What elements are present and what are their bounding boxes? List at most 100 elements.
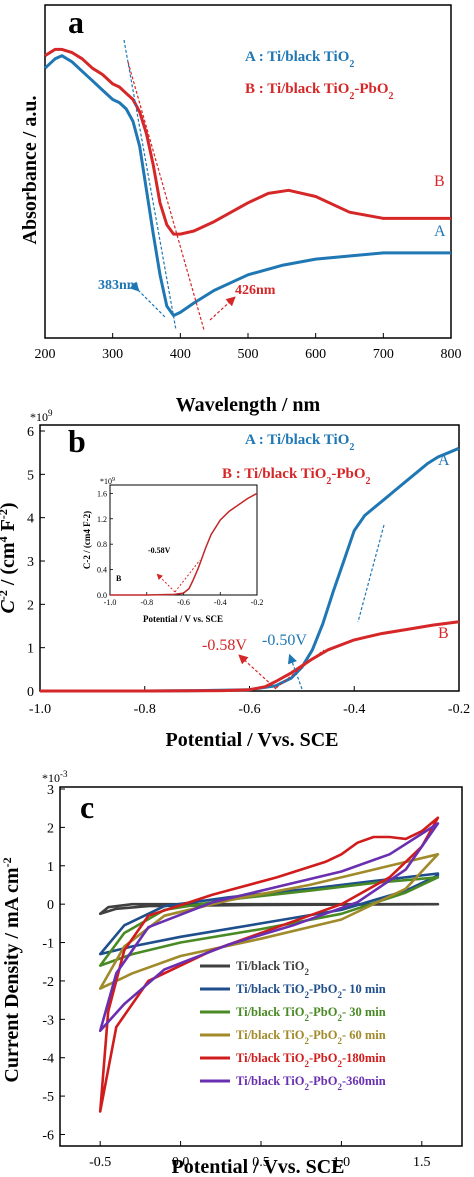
- y-tick-label: 0: [27, 685, 34, 700]
- x-tick-label: 300: [102, 347, 123, 362]
- legend-label: Ti/black TiO2-PbO2- 10 min: [236, 982, 386, 1000]
- y-tick-label: 6: [27, 425, 34, 440]
- inset-x-tick-label: -0.2: [251, 598, 264, 607]
- y-tick-label: -2: [42, 975, 54, 990]
- x-tick-label: 0.0: [172, 1155, 190, 1170]
- inset-x-axis-label: Potential / V vs. SCE: [143, 614, 223, 624]
- inset-y-tick-label: 0.8: [97, 540, 107, 549]
- y-tick-label: -4: [42, 1052, 54, 1067]
- y-tick-label: 0: [47, 898, 54, 913]
- series-line-A: [43, 54, 451, 317]
- cv-loop-3: [98, 853, 440, 990]
- inset-curve-label-B: B: [116, 574, 122, 583]
- x-axis-label-b: Potential / Vvs. SCE: [166, 729, 339, 751]
- x-tick-label: -0.5: [89, 1155, 111, 1170]
- x-tick-label: 800: [441, 347, 462, 362]
- x-tick-label: 400: [170, 347, 191, 362]
- inset-arrow-058v: [156, 573, 176, 593]
- annotation-383nm: 383nm: [98, 278, 139, 293]
- y-tick-label: 1: [47, 860, 54, 875]
- legend-label: Ti/black TiO2-PbO2- 30 min: [236, 1005, 386, 1023]
- arrow-426nm: [209, 296, 236, 321]
- exponent-label-c: *10-3: [42, 769, 68, 785]
- inset-y-tick-label: 0.0: [97, 591, 107, 600]
- panel-a: a 200 300 400 500 600 700 800 Wavelength / nm …: [19, 4, 462, 416]
- exponent-label-b: *109: [30, 408, 53, 424]
- inset-y-tick-label: 0.4: [97, 566, 107, 575]
- cv-loop-5: [98, 822, 440, 1033]
- annotation-050v: -0.50V: [262, 632, 307, 649]
- x-tick-label: 0.5: [252, 1155, 270, 1170]
- tangent-line-b-A: [357, 524, 385, 623]
- inset-tangent-line: [174, 559, 201, 593]
- x-tick-label: 700: [373, 347, 394, 362]
- series-line-B: [40, 620, 460, 693]
- arrow-058v: [238, 654, 277, 690]
- legend-item-a-A: A : Ti/black TiO2: [245, 49, 354, 70]
- curve-label-a-B: B: [434, 173, 445, 190]
- legend-item-a-B: B : Ti/black TiO2-PbO2: [245, 81, 394, 102]
- y-tick-label: 2: [47, 821, 54, 836]
- x-tick-label: 1.0: [333, 1155, 351, 1170]
- inset-series-line-B: [110, 492, 258, 596]
- series-group-a: [43, 47, 451, 317]
- y-ticks-b: 0 1 2 3 4 5 6: [27, 425, 45, 700]
- x-tick-label: -1.0: [29, 702, 51, 717]
- y-axis-label-a: Absorbance / a.u.: [19, 96, 41, 245]
- x-tick-label: 500: [238, 347, 259, 362]
- x-tick-label: 200: [35, 347, 56, 362]
- y-tick-label: 5: [27, 468, 34, 483]
- y-tick-label: 1: [27, 642, 34, 657]
- panel-c: *10-3 c 3 2 1 0 -1 -2 -3 -4 -5 -6 -0.5 0.0 0.5 1.0 1.…: [0, 769, 463, 1177]
- series-group-b: [40, 446, 460, 693]
- legend-label: Ti/black TiO2-PbO2-180min: [236, 1051, 386, 1069]
- inset-x-ticks: -1.0 -0.8 -0.6 -0.4 -0.2: [104, 592, 264, 607]
- inset-x-tick-label: -0.4: [214, 598, 227, 607]
- inset-plot: *109 0.0 0.4 0.8 1.2 1.6 -1.0 -0.8 -0.6 -0.4 -0.…: [82, 477, 263, 624]
- panel-label-c: c: [80, 789, 94, 825]
- legend-label: Ti/black TiO2-PbO2-360min: [236, 1074, 386, 1092]
- x-ticks-c: -0.5 0.0 0.5 1.0 1.5: [89, 1141, 431, 1170]
- inset-exponent-label: *109: [100, 477, 115, 486]
- legend-label: Ti/black TiO2-PbO2- 60 min: [236, 1028, 386, 1046]
- tangent-line-a-blue: [123, 39, 177, 331]
- inset-frame: [109, 484, 258, 596]
- series-line-B: [44, 47, 451, 236]
- panel-label-b: b: [68, 423, 86, 459]
- inset-x-tick-label: -1.0: [104, 598, 117, 607]
- y-tick-label: 3: [27, 555, 34, 570]
- y-axis-label-b: C-2 / (cm4 F-2): [0, 503, 19, 614]
- y-tick-label: -6: [42, 1128, 54, 1143]
- legend-item-b-B: B : Ti/black TiO2-PbO2: [222, 466, 371, 487]
- legend-c: Ti/black TiO2 Ti/black TiO2-PbO2- 10 min T…: [200, 959, 386, 1092]
- inset-series-group: [110, 492, 258, 596]
- x-tick-label: -0.2: [448, 702, 470, 717]
- y-tick-label: 3: [47, 783, 54, 798]
- arrow-050v: [287, 653, 303, 690]
- curve-label-b-B: B: [438, 625, 449, 642]
- tangent-line-a-red: [127, 61, 205, 331]
- cv-loop-0: [98, 902, 440, 916]
- inset-x-tick-label: -0.8: [140, 598, 153, 607]
- x-axis-label-a: Wavelength / nm: [176, 394, 321, 416]
- curve-label-a-A: A: [434, 223, 446, 240]
- tangent-line-b-B: [275, 649, 325, 689]
- y-tick-label: 4: [27, 512, 34, 527]
- y-tick-label: 2: [27, 598, 34, 613]
- y-axis-label-c: Current Density / mA cm-2: [0, 857, 23, 1082]
- x-ticks-b: -1.0 -0.8 -0.6 -0.4 -0.2: [29, 686, 470, 717]
- inset-y-axis-label: C-2 / (cm4 F-2): [82, 511, 92, 569]
- legend-item-b-A: A : Ti/black TiO2: [245, 432, 354, 453]
- annotation-426nm: 426nm: [235, 283, 276, 298]
- inset-x-tick-label: -0.6: [177, 598, 190, 607]
- x-tick-label: -0.6: [238, 702, 260, 717]
- x-tick-label: -0.8: [134, 702, 156, 717]
- legend-label: Ti/black TiO2: [236, 959, 309, 977]
- y-ticks-c: 3 2 1 0 -1 -2 -3 -4 -5 -6: [42, 783, 65, 1143]
- series-group-c: [98, 816, 440, 1113]
- x-ticks-a: 200 300 400 500 600 700 800: [35, 333, 462, 362]
- x-tick-label: 600: [305, 347, 326, 362]
- curve-label-b-A: A: [438, 452, 450, 469]
- panel-b: *109 b 0 1 2 3 4 5 6 -1.0 -0.8 -0.6 -0.4 -0.2 Pote…: [0, 408, 470, 751]
